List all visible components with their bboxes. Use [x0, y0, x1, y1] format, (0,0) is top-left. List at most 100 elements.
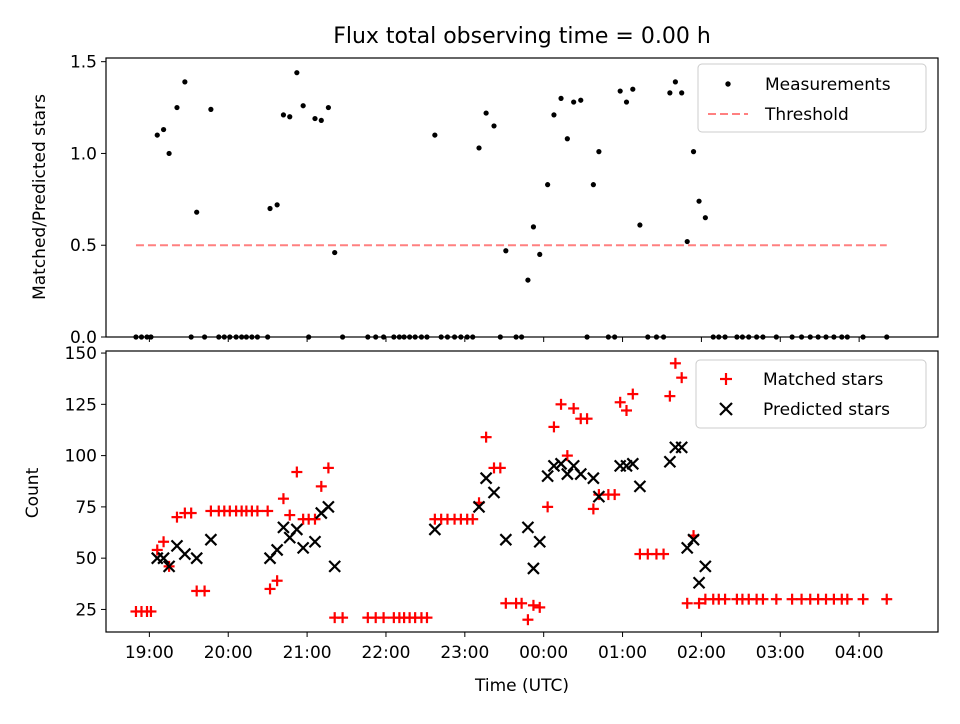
predicted-star-point: [592, 490, 606, 503]
measurement-point: [274, 202, 280, 208]
matched-star-point: [522, 614, 534, 626]
predicted-star-point: [626, 457, 640, 471]
matched-star-point: [309, 513, 321, 525]
predicted-star-point: [277, 521, 290, 534]
measurement-point: [525, 277, 531, 283]
matched-star-point: [158, 536, 170, 548]
matched-star-point: [516, 597, 528, 609]
legend-matched-label: Matched stars: [763, 370, 883, 390]
matched-star-point: [593, 489, 605, 501]
x-tick-label: 01:00: [598, 643, 647, 663]
matched-star-point: [145, 605, 157, 617]
measurement-point: [318, 117, 324, 124]
matched-star-point: [315, 480, 327, 492]
measurement-point: [491, 123, 497, 129]
predicted-star-point: [561, 467, 574, 481]
predicted-star-point: [587, 471, 600, 485]
bottom-y-tick-label: 125: [65, 395, 97, 415]
matched-star-point: [337, 612, 349, 624]
matched-star-point: [534, 601, 546, 613]
predicted-star-point: [270, 543, 284, 557]
matched-star-point: [841, 593, 853, 605]
matched-star-point: [262, 505, 274, 517]
measurement-point: [267, 205, 273, 212]
matched-star-point: [185, 507, 197, 519]
legend-predicted-label: Predicted stars: [763, 400, 890, 420]
top-y-tick-label: 0.0: [70, 328, 97, 348]
measurement-point: [702, 215, 708, 221]
chart-title: Flux total observing time = 0.00 h: [333, 24, 711, 49]
measurement-point: [208, 106, 214, 112]
matched-star-point: [719, 593, 731, 605]
predicted-star-point: [204, 533, 218, 546]
predicted-star-point: [574, 467, 588, 481]
bottom-y-tick-label: 25: [75, 600, 97, 620]
measurement-point: [287, 114, 293, 120]
matched-star-point: [291, 466, 303, 478]
predicted-star-point: [663, 455, 677, 469]
matched-star-point: [378, 612, 390, 624]
matched-star-point: [676, 372, 688, 384]
predicted-star-point: [162, 560, 176, 573]
matched-star-point: [500, 597, 512, 609]
matched-star-point: [251, 505, 263, 517]
top-axes: 0.0 0.5 1.0 1.5: [70, 53, 860, 348]
predicted-star-point: [554, 457, 568, 471]
measurement-point: [684, 238, 690, 245]
matched-star-point: [681, 597, 693, 609]
matched-star-point: [581, 413, 593, 425]
measurement-point: [476, 145, 482, 151]
matched-star-point: [264, 583, 276, 595]
matched-star-point: [527, 599, 539, 611]
matched-star-point: [561, 450, 573, 462]
top-y-axis-label: Matched/Predicted stars: [30, 94, 50, 300]
measurement-point: [545, 182, 551, 188]
predicted-star-point: [699, 560, 712, 573]
matched-star-point: [284, 509, 296, 521]
legend-matched-marker: [720, 373, 732, 385]
matched-star-point: [277, 493, 289, 505]
matched-star-point: [664, 390, 676, 402]
measurement-point: [690, 149, 697, 155]
predicted-star-point: [680, 541, 694, 555]
predicted-star-point: [633, 480, 647, 493]
predicted-star-point: [479, 471, 493, 485]
top-legend: Measurements Threshold: [697, 63, 927, 133]
measurement-point: [483, 110, 489, 116]
matched-star-point: [421, 612, 433, 624]
top-y-tick-label: 1.0: [70, 144, 97, 164]
predicted-star-point: [499, 533, 513, 546]
predicted-star-point: [296, 541, 310, 555]
predicted-star-point: [178, 547, 192, 561]
matched-star-point: [669, 357, 681, 369]
measurement-point: [564, 136, 570, 142]
measurement-point: [672, 79, 678, 85]
x-tick-label: 03:00: [756, 643, 805, 663]
x-tick-label: 04:00: [835, 643, 884, 663]
predicted-star-point: [157, 551, 170, 565]
predicted-star-point: [541, 469, 554, 483]
matched-star-point: [555, 398, 567, 410]
legend-predicted-marker: [719, 402, 733, 416]
measurement-point: [530, 224, 537, 230]
x-tick-label: 20:00: [204, 643, 253, 663]
predicted-star-point: [675, 441, 688, 454]
x-tick-label: 02:00: [677, 643, 726, 663]
matched-star-point: [786, 593, 798, 605]
matched-star-point: [587, 503, 599, 515]
legend-measurements-marker: [725, 81, 731, 87]
measurement-point: [596, 149, 602, 155]
measurement-point: [174, 104, 180, 111]
measurement-point: [194, 209, 200, 215]
matched-star-point: [494, 462, 506, 474]
measurement-point: [280, 112, 287, 118]
measurement-point: [679, 90, 685, 96]
measurement-point: [166, 150, 172, 157]
predicted-star-point: [322, 500, 335, 514]
top-legend-box: [697, 63, 927, 133]
bottom-y-axis-label: Count: [23, 467, 43, 518]
bottom-y-tick-label: 75: [75, 498, 97, 518]
top-y-tick-label: 0.5: [70, 236, 97, 256]
measurement-point: [312, 115, 318, 122]
measurement-point: [182, 79, 188, 85]
